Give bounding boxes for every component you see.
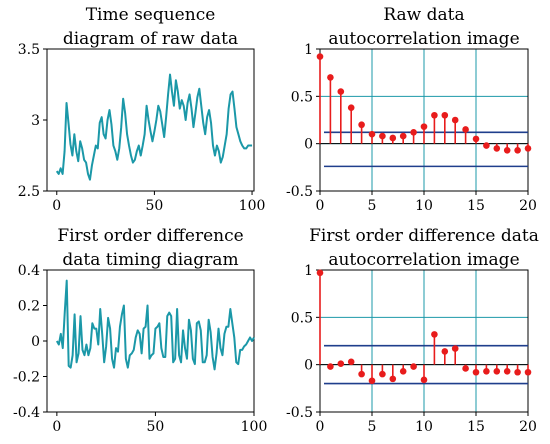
- acf-marker: [483, 142, 490, 149]
- acf-marker: [441, 111, 449, 119]
- y-tick-label: -0.4: [13, 405, 40, 421]
- x-tick-label: 20: [519, 419, 537, 435]
- acf-marker: [503, 367, 511, 375]
- x-tick-label: 0: [52, 198, 61, 214]
- acf-marker: [420, 376, 428, 384]
- acf-marker: [451, 116, 459, 124]
- acf-marker: [472, 368, 480, 376]
- y-tick-label: 3: [31, 113, 40, 129]
- y-tick-label: 0: [304, 358, 313, 374]
- y-tick-label: 0: [304, 137, 313, 153]
- acf-marker: [524, 368, 532, 376]
- x-tick-label: 10: [415, 198, 433, 214]
- acf-marker: [462, 365, 469, 372]
- acf-marker: [462, 126, 469, 133]
- x-tick-label: 15: [467, 419, 485, 435]
- y-tick-label: 1: [304, 42, 313, 58]
- acf-marker: [316, 53, 324, 60]
- subplot-4: First order difference data autocorrelati…: [286, 226, 539, 435]
- x-tick-label: 50: [145, 198, 163, 214]
- acf-marker: [368, 130, 376, 138]
- acf-marker: [347, 104, 355, 111]
- acf-marker: [368, 377, 376, 385]
- series-line: [55, 279, 255, 371]
- y-tick-label: 0.5: [291, 310, 313, 326]
- acf-marker: [316, 269, 324, 277]
- acf-marker: [379, 370, 386, 378]
- acf-marker: [327, 74, 334, 81]
- acf-marker: [379, 132, 386, 140]
- y-tick-label: -0.5: [286, 405, 313, 421]
- subplot-title-line: First order difference: [57, 226, 243, 246]
- y-tick-label: 0: [31, 334, 40, 350]
- acf-marker: [514, 146, 521, 154]
- acf-marker: [514, 368, 521, 376]
- x-tick-label: 50: [147, 419, 165, 435]
- acf-marker: [431, 331, 438, 338]
- acf-marker: [389, 134, 397, 142]
- acf-marker: [399, 132, 407, 140]
- acf-marker: [493, 367, 501, 375]
- y-tick-label: 3.5: [18, 42, 40, 58]
- x-tick-label: 15: [467, 198, 485, 214]
- y-tick-label: 0.2: [18, 299, 40, 315]
- acf-marker: [347, 358, 355, 366]
- subplot-title-line: autocorrelation image: [328, 250, 519, 270]
- subplot-1: Time sequence diagram of raw data 0 50 100 2.…: [18, 5, 266, 214]
- acf-marker: [503, 146, 511, 154]
- y-tick-label: 1: [304, 263, 313, 279]
- subplot-title-line: First order difference data: [309, 226, 539, 246]
- subplot-3: First order difference data timing diagra…: [13, 226, 267, 435]
- subplot-title-line: data timing diagram: [62, 250, 238, 270]
- y-tick-label: 0.5: [291, 89, 313, 105]
- acf-marker: [441, 348, 449, 355]
- acf-marker: [420, 123, 428, 130]
- y-tick-label: 2.5: [18, 184, 40, 200]
- y-tick-label: 0.4: [18, 263, 40, 279]
- x-tick-label: 100: [241, 419, 268, 435]
- axes-frame: [46, 48, 255, 192]
- subplot-title-line: autocorrelation image: [328, 29, 519, 49]
- acf-marker: [389, 375, 397, 383]
- x-tick-label: 100: [239, 198, 266, 214]
- acf-marker: [337, 360, 345, 368]
- acf-marker: [410, 363, 417, 370]
- acf-marker: [483, 367, 490, 375]
- acf-marker: [451, 345, 459, 352]
- x-tick-label: 0: [316, 198, 325, 214]
- x-tick-label: 0: [52, 419, 61, 435]
- x-tick-label: 10: [415, 419, 433, 435]
- y-tick-label: -0.2: [13, 370, 40, 386]
- subplot-title-line: diagram of raw data: [63, 29, 238, 49]
- acf-marker: [327, 363, 334, 370]
- acf-marker: [431, 111, 438, 119]
- acf-marker: [410, 129, 417, 136]
- x-tick-label: 0: [316, 419, 325, 435]
- subplot-title-line: Raw data: [383, 5, 464, 25]
- acf-marker: [493, 145, 501, 152]
- x-tick-label: 20: [519, 198, 537, 214]
- series-line: [55, 73, 253, 181]
- acf-marker: [358, 370, 365, 378]
- acf-marker: [337, 88, 345, 95]
- x-tick-label: 5: [368, 419, 377, 435]
- acf-marker: [358, 121, 365, 129]
- subplot-title-line: Time sequence: [86, 5, 216, 25]
- x-tick-label: 5: [368, 198, 377, 214]
- acf-marker: [399, 367, 407, 375]
- acf-marker: [524, 145, 532, 152]
- y-tick-label: -0.5: [286, 184, 313, 200]
- acf-marker: [472, 135, 480, 143]
